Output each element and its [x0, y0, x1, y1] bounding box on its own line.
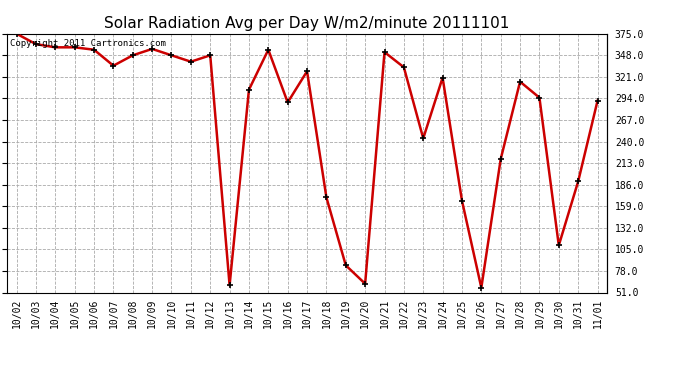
Text: Copyright 2011 Cartronics.com: Copyright 2011 Cartronics.com — [10, 39, 166, 48]
Title: Solar Radiation Avg per Day W/m2/minute 20111101: Solar Radiation Avg per Day W/m2/minute … — [104, 16, 510, 31]
